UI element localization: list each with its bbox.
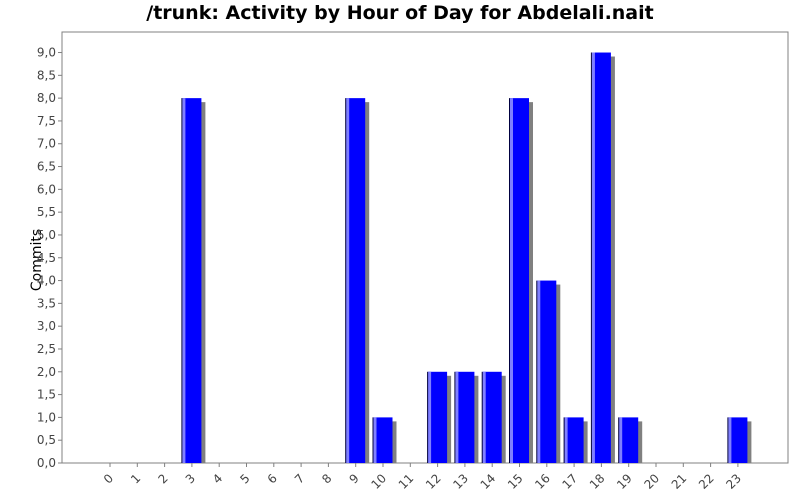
x-tick-label: 18 [587, 471, 608, 492]
x-tick-label: 3 [183, 471, 198, 486]
bar-highlight [619, 417, 623, 463]
bar-highlight [537, 280, 541, 463]
x-tick-label: 22 [696, 471, 717, 492]
y-axis: 0,0 0,5 1,0 1,5 2,0 2,5 3,0 3,5 4,0 4,5 5,0 5,5 6,0 6… [37, 46, 62, 470]
x-tick-label: 15 [505, 471, 526, 492]
x-tick-label: 2 [155, 471, 170, 486]
x-tick-label: 13 [450, 471, 471, 492]
x-tick-label: 9 [347, 471, 362, 486]
x-tick-label: 1 [128, 471, 143, 486]
plot-area [61, 31, 789, 464]
bar [728, 417, 748, 463]
y-tick-label: 3,5 [37, 296, 56, 310]
bar-highlight [728, 417, 732, 463]
y-tick-label: 0,5 [37, 433, 56, 447]
bar [182, 98, 202, 464]
y-tick-label: 8,5 [37, 68, 56, 82]
bar [428, 371, 448, 463]
y-tick-label: 1,0 [37, 410, 56, 424]
bars-group [181, 52, 752, 464]
bar-highlight [373, 417, 377, 463]
y-tick-label: 6,0 [37, 182, 56, 196]
y-tick-label: 3,0 [37, 319, 56, 333]
x-tick-label: 7 [292, 471, 307, 486]
x-tick-label: 4 [210, 471, 225, 486]
bar-highlight [428, 371, 432, 463]
x-tick-label: 14 [478, 471, 499, 492]
y-tick-label: 2,5 [37, 342, 56, 356]
bar [564, 417, 584, 463]
y-tick-label: 5,5 [37, 205, 56, 219]
y-tick-label: 8,0 [37, 91, 56, 105]
x-tick-label: 21 [669, 471, 690, 492]
bar [482, 371, 502, 463]
y-tick-label: 6,5 [37, 160, 56, 174]
x-tick-label: 10 [368, 471, 389, 492]
x-tick-label: 12 [423, 471, 444, 492]
bar-highlight [591, 52, 595, 464]
x-tick-label: 23 [723, 471, 744, 492]
bar-highlight [510, 98, 513, 464]
bar-highlight [182, 98, 186, 464]
bar [510, 98, 529, 464]
x-tick-label: 5 [237, 471, 252, 486]
y-tick-label: 2,0 [37, 365, 56, 379]
y-tick-label: 9,0 [37, 46, 56, 60]
bar [619, 417, 639, 463]
y-tick-label: 1,5 [37, 388, 56, 402]
y-tick-label: 5,0 [37, 228, 56, 242]
y-tick-label: 4,0 [37, 274, 56, 288]
y-tick-label: 4,5 [37, 251, 56, 265]
bar-highlight [564, 417, 568, 463]
bar-highlight [455, 371, 459, 463]
bar [373, 417, 393, 463]
x-tick-label: 6 [265, 471, 280, 486]
x-tick-label: 11 [396, 471, 417, 492]
bar [537, 280, 557, 463]
x-tick-label: 20 [641, 471, 662, 492]
y-tick-label: 7,5 [37, 114, 56, 128]
y-tick-label: 0,0 [37, 456, 56, 470]
x-tick-label: 17 [560, 471, 581, 492]
x-tick-label: 8 [319, 471, 334, 486]
bar [346, 98, 366, 464]
bar [455, 371, 475, 463]
y-tick-label: 7,0 [37, 137, 56, 151]
bar [591, 52, 611, 464]
bar-highlight [346, 98, 350, 464]
x-tick-label: 19 [614, 471, 635, 492]
chart-title: /trunk: Activity by Hour of Day for Abde… [146, 2, 654, 24]
bar-highlight [482, 371, 486, 463]
x-tick-label: 16 [532, 471, 553, 492]
x-axis: 0 1 2 3 4 5 6 7 8 9 10 11 12 13 14 15 16 17 18 19 20 21 22 23 [101, 463, 744, 492]
x-tick-label: 0 [101, 471, 116, 486]
